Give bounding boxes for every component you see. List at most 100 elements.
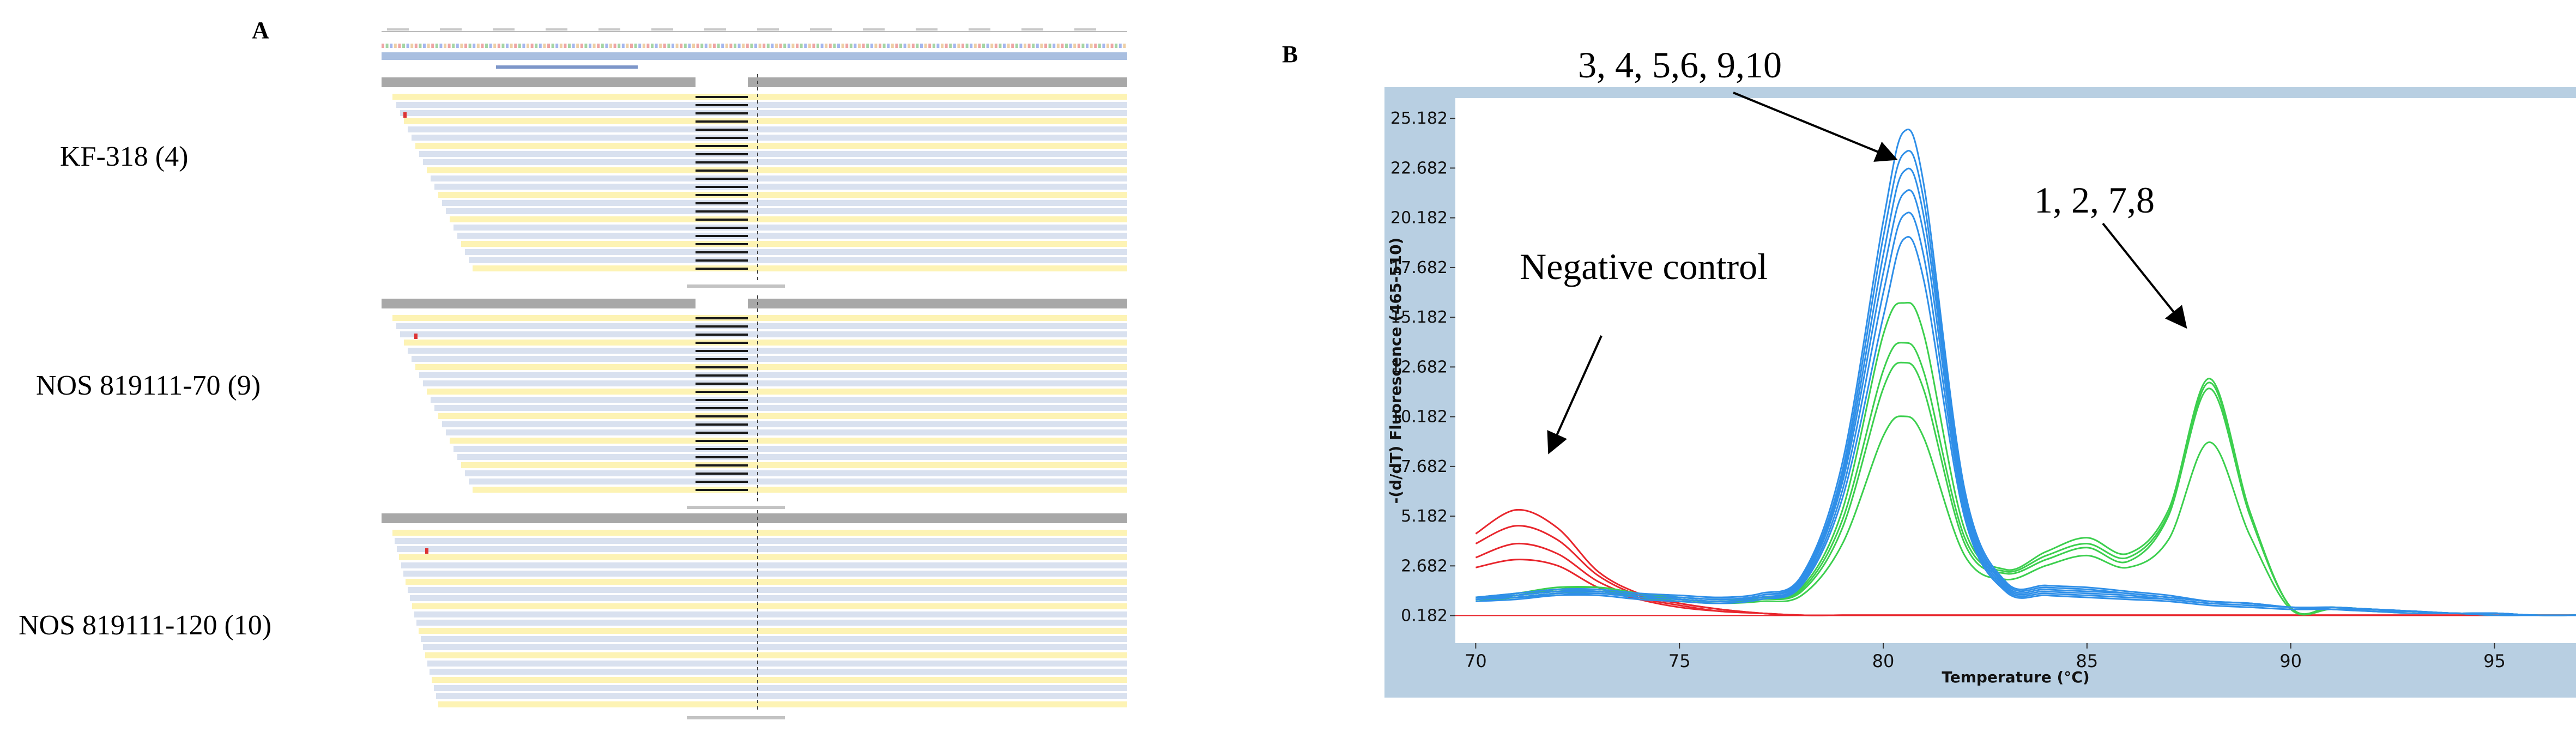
- read: [431, 175, 1127, 181]
- sequence-base: [1056, 44, 1060, 48]
- y-tick-label: 17.682: [1390, 258, 1448, 277]
- sequence-base: [464, 44, 467, 48]
- sequence-base: [481, 44, 484, 48]
- sequence-base: [1044, 44, 1047, 48]
- deletion-mark: [696, 112, 748, 114]
- read: [412, 356, 1127, 362]
- sequence-base: [1106, 44, 1109, 48]
- sequence-base: [932, 44, 935, 48]
- deletion-mark: [696, 456, 748, 458]
- sequence-base: [758, 44, 761, 48]
- coverage-track: [382, 299, 696, 308]
- read: [469, 479, 1127, 484]
- y-tick-label: 20.182: [1390, 209, 1448, 228]
- sequence-base: [858, 44, 861, 48]
- read: [434, 405, 1127, 411]
- sequence-base: [734, 44, 736, 48]
- sequence-base: [829, 44, 832, 48]
- deletion-mark: [696, 194, 748, 196]
- sequence-base: [1115, 44, 1118, 48]
- sequence-base: [456, 44, 459, 48]
- sequence-base: [990, 44, 994, 48]
- deletion-mark: [696, 481, 748, 483]
- sequence-base: [879, 44, 881, 48]
- sequence-base: [729, 44, 733, 48]
- read: [446, 208, 1127, 214]
- sequence-base: [555, 44, 559, 48]
- read: [400, 331, 1127, 337]
- sequence-base: [849, 44, 852, 48]
- sequence-base: [1032, 44, 1035, 48]
- sequence-base: [717, 44, 720, 48]
- read: [421, 636, 1127, 642]
- sequence-base: [713, 44, 716, 48]
- read: [434, 685, 1127, 691]
- read: [432, 677, 1127, 683]
- read: [412, 135, 1127, 141]
- deletion-mark: [696, 120, 748, 123]
- deletion-mark: [696, 210, 748, 213]
- sequence-base: [493, 44, 497, 48]
- read: [427, 661, 1127, 667]
- sequence-base: [1048, 44, 1051, 48]
- sequence-base: [1007, 44, 1010, 48]
- deletion-mark: [696, 325, 748, 328]
- panel-a-letter: A: [252, 17, 269, 44]
- sequence-base: [887, 44, 890, 48]
- coverage-track: [382, 77, 696, 87]
- ruler-tick: [863, 28, 885, 31]
- sequence-base: [1086, 44, 1089, 48]
- deletion-mark: [696, 202, 748, 204]
- sequence-base: [618, 44, 621, 48]
- melt-curve-chart: 0.182 2.682 5.182 7.682 10.182 12.682 15.182 17…: [1384, 87, 2576, 698]
- sequence-base: [688, 44, 691, 48]
- read: [395, 538, 1127, 544]
- sequence-base: [1003, 44, 1006, 48]
- sequence-base: [903, 44, 906, 48]
- deletion-mark: [696, 374, 748, 377]
- sequence-base: [539, 44, 542, 48]
- sequence-base: [564, 44, 567, 48]
- sequence-base: [592, 44, 596, 48]
- sequence-base: [1061, 44, 1064, 48]
- read: [427, 167, 1127, 173]
- sequence-base: [1118, 44, 1122, 48]
- sequence-base: [667, 44, 670, 48]
- sequence-base: [766, 44, 770, 48]
- sequence-base: [568, 44, 571, 48]
- sequence-base: [642, 44, 645, 48]
- read: [416, 620, 1127, 626]
- sequence-base: [800, 44, 803, 48]
- sequence-base: [1024, 44, 1026, 48]
- sequence-base: [448, 44, 451, 48]
- read: [465, 249, 1127, 255]
- sequence-base: [953, 44, 956, 48]
- sequence-base: [576, 44, 579, 48]
- sequence-base: [779, 44, 782, 48]
- sequence-base: [882, 44, 886, 48]
- sequence-base: [737, 44, 741, 48]
- sequence-base: [1102, 44, 1105, 48]
- read: [415, 143, 1127, 149]
- read: [453, 225, 1127, 231]
- sequence-base: [518, 44, 521, 48]
- sequence-base: [485, 44, 488, 48]
- sequence-base: [1073, 44, 1077, 48]
- deletion-mark: [696, 178, 748, 180]
- ruler-tick: [440, 28, 462, 31]
- sequence-base: [796, 44, 799, 48]
- deletion-mark: [696, 243, 748, 245]
- sequence-base: [609, 44, 612, 48]
- y-tick-label: 2.682: [1401, 556, 1448, 576]
- sequence-base: [410, 44, 414, 48]
- track-caption: [687, 506, 785, 509]
- read: [457, 233, 1127, 239]
- sequence-base: [837, 44, 840, 48]
- read: [430, 669, 1127, 675]
- ruler-tick: [810, 28, 832, 31]
- deletion-mark: [696, 383, 748, 385]
- read: [392, 315, 1127, 321]
- ruler-tick: [387, 28, 409, 31]
- deletion-mark: [696, 448, 748, 450]
- alignment-panel: [382, 510, 1127, 719]
